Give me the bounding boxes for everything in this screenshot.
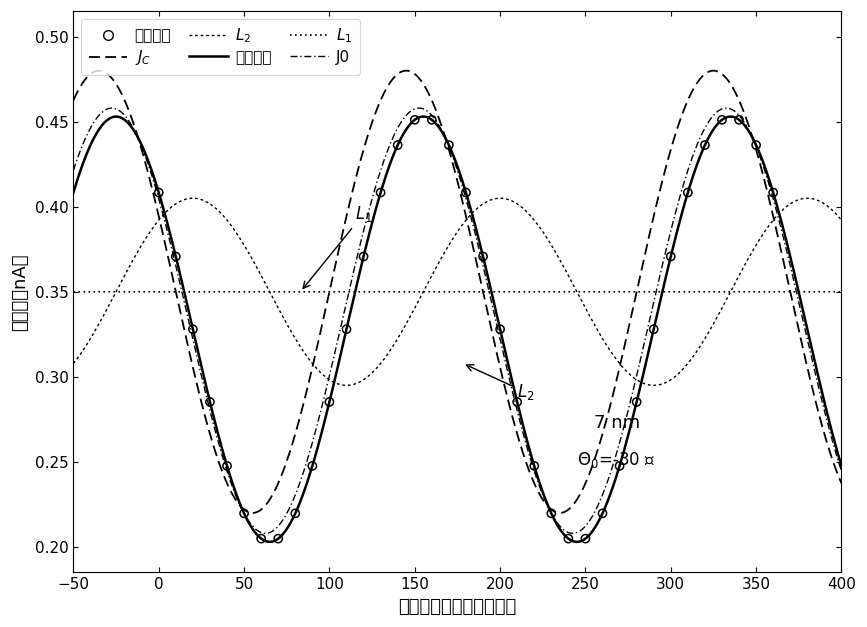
实验数据 [681,187,694,198]
$L_1$ [813,288,824,295]
Line: J0: J0 [74,108,842,534]
实验数据 [613,461,627,471]
拟合曲线 [674,221,684,228]
拟合曲线 [442,139,453,146]
实验数据 [442,140,456,150]
$J_C$ [815,414,825,422]
$L_2$ [815,198,825,205]
实验数据 [374,187,388,198]
拟合曲线 [815,380,825,387]
实验数据 [238,508,251,519]
实验数据 [493,324,507,334]
$L_2$ [422,280,433,288]
X-axis label: 四分之一波片转角（度）: 四分之一波片转角（度） [398,598,517,616]
$L_2$ [837,216,847,224]
$L_2$ [442,243,453,251]
实验数据 [152,187,166,198]
拟合曲线 [68,189,79,196]
实验数据 [203,397,217,407]
实验数据 [391,140,405,150]
实验数据 [596,508,610,519]
实验数据 [459,187,473,198]
$J_C$ [68,97,79,104]
实验数据 [220,461,234,471]
$L_1$ [68,288,79,295]
$L_1$ [441,288,452,295]
实验数据 [749,140,763,150]
$J_C$ [837,480,847,487]
Line: $L_2$: $L_2$ [74,198,842,386]
实验数据 [698,140,712,150]
J0 [108,104,118,112]
$J_C$ [814,413,825,420]
实验数据 [271,534,285,544]
$L_2$ [814,198,825,205]
实验数据 [562,534,576,544]
拟合曲线 [108,113,118,121]
拟合曲线 [111,113,121,120]
$J_C$ [441,139,452,147]
实验数据 [340,324,354,334]
J0 [837,467,847,475]
Line: $J_C$: $J_C$ [74,71,842,513]
$L_2$ [342,382,352,389]
实验数据 [766,187,780,198]
Text: $L_1$: $L_1$ [303,204,373,288]
实验数据 [407,115,421,125]
$L_1$ [673,288,683,295]
J0 [815,389,825,396]
实验数据 [664,251,678,261]
$J_C$ [421,86,432,93]
$L_1$ [421,288,432,295]
实验数据 [732,115,746,125]
J0 [442,140,453,147]
实验数据 [169,251,183,261]
J0 [68,167,79,174]
实验数据 [305,461,319,471]
拟合曲线 [837,462,847,470]
$L_1$ [837,288,847,295]
实验数据 [544,508,558,519]
Y-axis label: 光电流（nA）: 光电流（nA） [11,253,29,330]
实验数据 [527,461,541,471]
J0 [814,387,825,395]
实验数据 [647,324,661,334]
实验数据 [323,397,336,407]
实验数据 [356,251,370,261]
J0 [674,196,684,204]
J0 [107,104,117,112]
J0 [260,530,271,537]
$J_C$ [708,67,719,75]
$L_2$ [674,369,684,377]
$J_C$ [674,121,684,129]
拟合曲线 [814,378,825,386]
实验数据 [510,397,524,407]
Line: 拟合曲线: 拟合曲线 [74,117,842,542]
J0 [422,107,433,115]
实验数据 [254,534,268,544]
实验数据 [289,508,303,519]
Text: 7 nm: 7 nm [594,414,640,432]
实验数据 [578,534,592,544]
拟合曲线 [422,113,433,121]
实验数据 [715,115,729,125]
$L_1$ [108,288,118,295]
实验数据 [186,324,199,334]
$J_C$ [555,509,565,517]
实验数据 [425,115,439,125]
$J_C$ [108,75,118,83]
实验数据 [629,397,643,407]
Legend: 实验数据, $J_C$, $L_2$, 拟合曲线, $L_1$, J0: 实验数据, $J_C$, $L_2$, 拟合曲线, $L_1$, J0 [81,19,360,75]
$L_1$ [814,288,825,295]
$L_2$ [108,295,118,302]
拟合曲线 [264,538,275,545]
实验数据 [476,251,490,261]
$L_2$ [187,194,198,202]
Text: $\Theta_0$=-30 度: $\Theta_0$=-30 度 [577,450,655,470]
$L_2$ [68,360,79,367]
Text: $L_2$: $L_2$ [466,365,535,403]
